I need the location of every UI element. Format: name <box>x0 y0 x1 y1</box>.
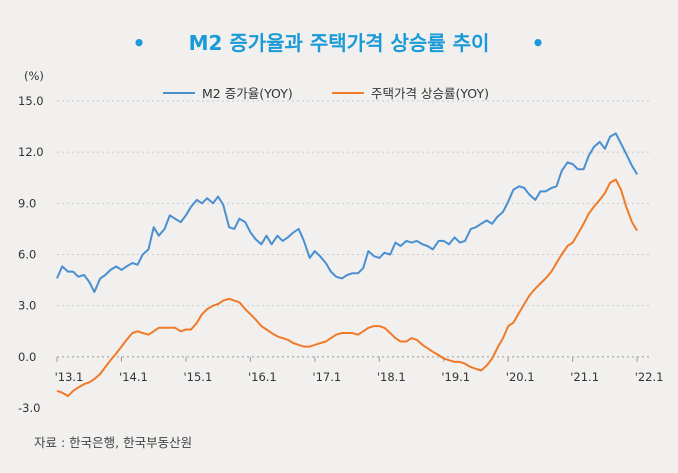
x-tick-label: '16.1 <box>248 370 277 384</box>
title-bullet-left: • <box>133 31 146 55</box>
y-tick-label: 0.0 <box>18 350 36 364</box>
y-tick-label: 12.0 <box>18 145 44 159</box>
source-note: 자료 : 한국은행, 한국부동산원 <box>34 435 192 450</box>
x-tick-label: '21.1 <box>570 370 599 384</box>
x-tick-label: '22.1 <box>635 370 664 384</box>
x-tick-label: '13.1 <box>55 370 84 384</box>
y-unit-label: (%) <box>24 69 44 83</box>
chart-title: M2 증가율과 주택가격 상승률 추이 <box>189 31 490 55</box>
series-line-m2 <box>56 132 638 293</box>
legend: M2 증가율(YOY) 주택가격 상승률(YOY) <box>163 86 489 101</box>
y-tick-label: 3.0 <box>18 299 36 313</box>
x-tick-label: '20.1 <box>506 370 535 384</box>
x-axis-ticks: '13.1 '14.1 '15.1 '16.1 '17.1 '18.1 '19.1 '20.1… <box>55 356 664 384</box>
legend-label-m2: M2 증가율(YOY) <box>202 86 293 101</box>
y-tick-label: -3.0 <box>18 401 40 415</box>
y-axis-ticks: 15.0 12.0 9.0 6.0 3.0 0.0 -3.0 <box>18 94 44 415</box>
series-line-housing <box>56 178 638 398</box>
y-tick-label: 6.0 <box>18 248 36 262</box>
x-tick-label: '18.1 <box>377 370 406 384</box>
legend-label-housing: 주택가격 상승률(YOY) <box>371 86 489 101</box>
x-tick-label: '19.1 <box>441 370 470 384</box>
x-tick-label: '14.1 <box>119 370 148 384</box>
x-tick-label: '15.1 <box>184 370 213 384</box>
y-tick-label: 15.0 <box>18 94 44 108</box>
title-bullet-right: • <box>532 31 545 55</box>
grid <box>57 100 650 358</box>
y-tick-label: 9.0 <box>18 196 36 210</box>
chart-title-group: • M2 증가율과 주택가격 상승률 추이 • <box>133 31 545 55</box>
series-layer <box>56 132 638 398</box>
x-tick-label: '17.1 <box>312 370 341 384</box>
